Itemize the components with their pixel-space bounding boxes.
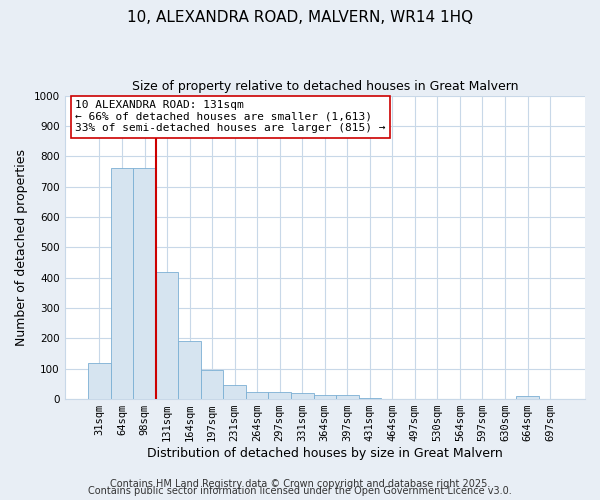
Bar [336, 396, 359, 399]
Bar [223, 386, 246, 399]
X-axis label: Distribution of detached houses by size in Great Malvern: Distribution of detached houses by size … [147, 447, 503, 460]
Bar [268, 392, 291, 399]
Bar [201, 370, 223, 399]
Bar [359, 398, 381, 399]
Bar [291, 393, 314, 399]
Bar [178, 342, 201, 399]
Text: 10 ALEXANDRA ROAD: 131sqm
← 66% of detached houses are smaller (1,613)
33% of se: 10 ALEXANDRA ROAD: 131sqm ← 66% of detac… [75, 100, 385, 134]
Text: 10, ALEXANDRA ROAD, MALVERN, WR14 1HQ: 10, ALEXANDRA ROAD, MALVERN, WR14 1HQ [127, 10, 473, 25]
Bar [246, 392, 268, 399]
Text: Contains public sector information licensed under the Open Government Licence v3: Contains public sector information licen… [88, 486, 512, 496]
Bar [111, 168, 133, 399]
Bar [516, 396, 539, 399]
Bar [314, 396, 336, 399]
Title: Size of property relative to detached houses in Great Malvern: Size of property relative to detached ho… [131, 80, 518, 93]
Y-axis label: Number of detached properties: Number of detached properties [15, 149, 28, 346]
Bar [88, 364, 111, 399]
Bar [156, 272, 178, 399]
Text: Contains HM Land Registry data © Crown copyright and database right 2025.: Contains HM Land Registry data © Crown c… [110, 479, 490, 489]
Bar [133, 168, 156, 399]
